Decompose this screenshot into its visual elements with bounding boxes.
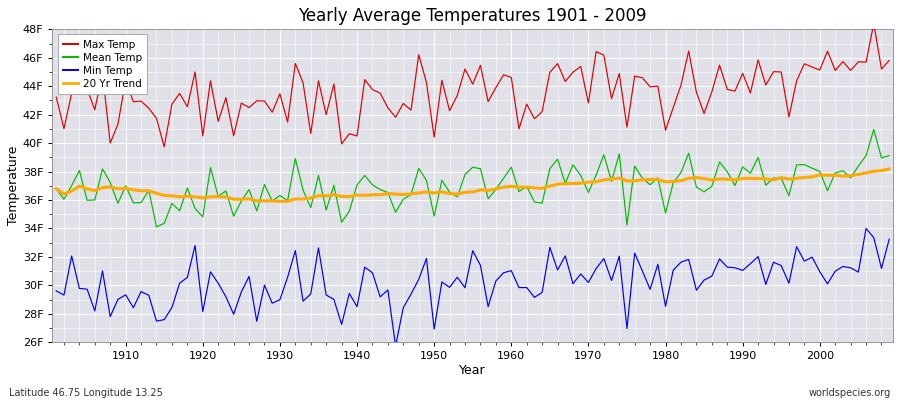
X-axis label: Year: Year [459, 364, 486, 377]
Legend: Max Temp, Mean Temp, Min Temp, 20 Yr Trend: Max Temp, Mean Temp, Min Temp, 20 Yr Tre… [58, 34, 147, 94]
Text: worldspecies.org: worldspecies.org [809, 388, 891, 398]
Title: Yearly Average Temperatures 1901 - 2009: Yearly Average Temperatures 1901 - 2009 [299, 7, 647, 25]
Y-axis label: Temperature: Temperature [7, 146, 20, 226]
Text: Latitude 46.75 Longitude 13.25: Latitude 46.75 Longitude 13.25 [9, 388, 163, 398]
